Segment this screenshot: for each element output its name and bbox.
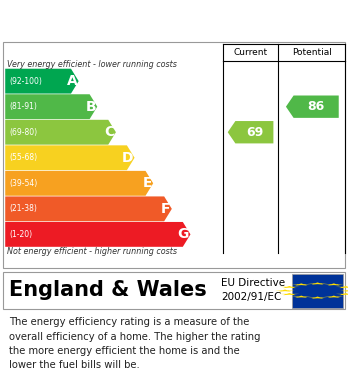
Text: (39-54): (39-54) (9, 179, 38, 188)
Polygon shape (279, 293, 299, 295)
Text: Very energy efficient - lower running costs: Very energy efficient - lower running co… (7, 59, 177, 68)
Text: The energy efficiency rating is a measure of the
overall efficiency of a home. T: The energy efficiency rating is a measur… (9, 317, 260, 370)
Text: F: F (161, 202, 171, 216)
Polygon shape (340, 289, 348, 292)
Polygon shape (5, 94, 97, 119)
Polygon shape (279, 286, 299, 288)
Polygon shape (336, 286, 348, 288)
Text: (69-80): (69-80) (9, 128, 38, 137)
Text: C: C (104, 125, 114, 139)
Polygon shape (5, 69, 79, 93)
Polygon shape (5, 171, 153, 196)
Text: G: G (178, 228, 189, 241)
Text: E: E (142, 176, 152, 190)
Text: Potential: Potential (292, 48, 332, 57)
Text: (81-91): (81-91) (9, 102, 37, 111)
Text: EU Directive
2002/91/EC: EU Directive 2002/91/EC (221, 278, 285, 301)
Text: (1-20): (1-20) (9, 230, 32, 239)
Polygon shape (308, 296, 327, 299)
Polygon shape (336, 293, 348, 295)
Polygon shape (291, 296, 311, 298)
Text: Current: Current (234, 48, 268, 57)
Text: England & Wales: England & Wales (9, 280, 206, 300)
Text: B: B (85, 100, 96, 114)
Text: 86: 86 (308, 100, 325, 113)
Polygon shape (324, 283, 344, 285)
Polygon shape (5, 145, 135, 170)
Text: D: D (122, 151, 133, 165)
Text: 69: 69 (246, 126, 263, 139)
Text: Not energy efficient - higher running costs: Not energy efficient - higher running co… (7, 247, 177, 256)
Polygon shape (291, 283, 311, 285)
Polygon shape (275, 289, 295, 292)
Text: A: A (66, 74, 77, 88)
Polygon shape (324, 296, 344, 298)
Polygon shape (5, 120, 116, 145)
Polygon shape (308, 282, 327, 285)
Text: (92-100): (92-100) (9, 77, 42, 86)
Polygon shape (5, 222, 190, 247)
Polygon shape (5, 196, 172, 221)
Bar (292, 274, 343, 308)
Text: (55-68): (55-68) (9, 153, 38, 162)
Polygon shape (286, 95, 339, 118)
Text: (21-38): (21-38) (9, 204, 37, 213)
Polygon shape (228, 121, 274, 143)
Text: Energy Efficiency Rating: Energy Efficiency Rating (9, 11, 238, 29)
